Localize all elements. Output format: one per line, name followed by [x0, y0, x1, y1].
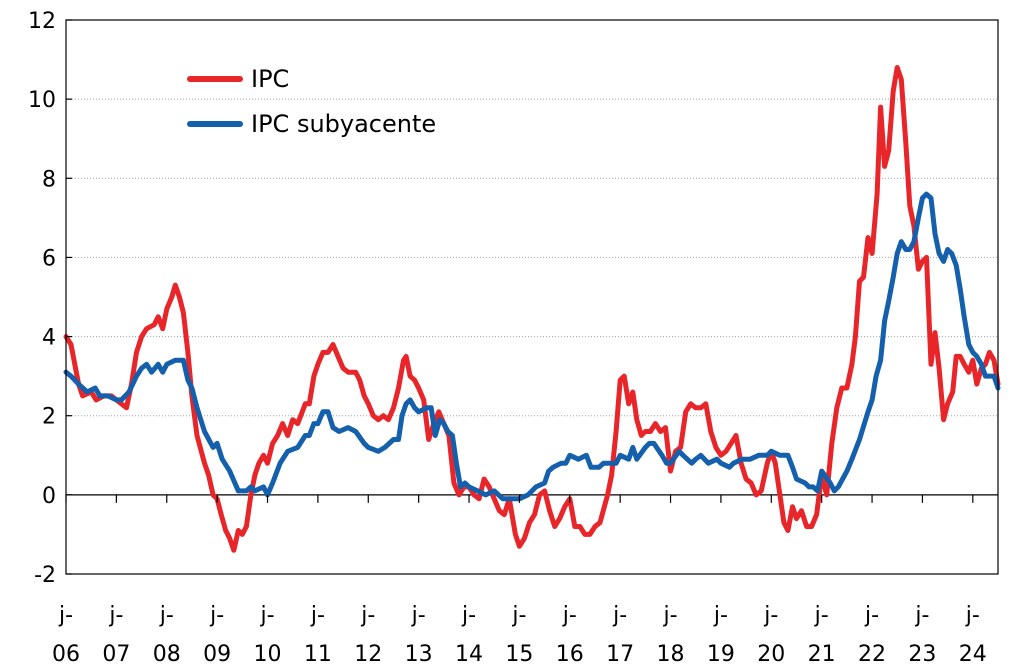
x-tick-label-month: j- — [461, 603, 476, 628]
x-tick-label-month: j- — [562, 603, 577, 628]
legend-label-ipc-subyacente: IPC subyacente — [251, 110, 436, 138]
y-tick-label: -2 — [34, 563, 56, 588]
x-tick-label-year: 09 — [203, 642, 231, 667]
x-tick-label-month: j- — [612, 603, 627, 628]
x-tick-label-month: j- — [310, 603, 325, 628]
x-tick-label-year: 11 — [304, 642, 332, 667]
y-tick-label: 0 — [42, 484, 56, 509]
x-tick-label-year: 16 — [556, 642, 584, 667]
series-group — [63, 65, 1001, 553]
x-tick-label-month: j- — [763, 603, 778, 628]
x-tick-label-year: 08 — [153, 642, 181, 667]
x-tick-label-year: 12 — [354, 642, 382, 667]
x-tick-label-year: 07 — [102, 642, 130, 667]
y-tick-label: 8 — [42, 167, 56, 192]
x-tick-label-month: j- — [914, 603, 929, 628]
legend: IPC IPC subyacente — [187, 65, 436, 138]
x-tick-label-month: j- — [511, 603, 526, 628]
x-tick-label-month: j- — [360, 603, 375, 628]
x-tick-label-year: 13 — [405, 642, 433, 667]
x-tick-label-year: 10 — [254, 642, 282, 667]
y-tick-label: 10 — [28, 88, 56, 113]
x-tick-label-year: 19 — [707, 642, 735, 667]
x-tick-label-month: j- — [411, 603, 426, 628]
y-tick-label: 6 — [42, 246, 56, 271]
x-tick-label-month: j- — [814, 603, 829, 628]
x-tick-label-year: 24 — [959, 642, 987, 667]
x-tick-label-month: j- — [259, 603, 274, 628]
x-tick-label-year: 15 — [505, 642, 533, 667]
x-tick-label-year: 22 — [858, 642, 886, 667]
series-line-ipc-subyacente — [63, 191, 1001, 502]
plot-frame — [65, 19, 999, 575]
x-tick-label-year: 20 — [757, 642, 785, 667]
x-tick-label-year: 23 — [908, 642, 936, 667]
y-tick-label: 12 — [28, 9, 56, 34]
legend-label-ipc: IPC — [251, 65, 289, 93]
x-tick-label-month: j- — [663, 603, 678, 628]
x-tick-label-month: j- — [159, 603, 174, 628]
y-tick-label: 4 — [42, 326, 56, 351]
x-tick-label-year: 21 — [808, 642, 836, 667]
x-tick-label-year: 06 — [52, 642, 80, 667]
x-tick-label-month: j- — [965, 603, 980, 628]
x-axis: j- 06 j- 07 j- 08 j- 09 j- 10 j- 11 j- 12 j- 13 j- 14 j- 15… — [52, 494, 987, 667]
x-tick-label-month: j- — [58, 603, 73, 628]
series-line-ipc — [63, 65, 1001, 553]
grid-lines — [66, 98, 998, 417]
y-axis: -2 0 2 4 6 8 10 12 — [28, 9, 72, 588]
x-tick-label-month: j- — [108, 603, 123, 628]
x-tick-label-year: 18 — [657, 642, 685, 667]
x-tick-label-year: 17 — [606, 642, 634, 667]
x-tick-label-month: j- — [209, 603, 224, 628]
x-tick-label-month: j- — [864, 603, 879, 628]
x-tick-label-month: j- — [713, 603, 728, 628]
y-tick-label: 2 — [42, 405, 56, 430]
x-tick-label-year: 14 — [455, 642, 483, 667]
